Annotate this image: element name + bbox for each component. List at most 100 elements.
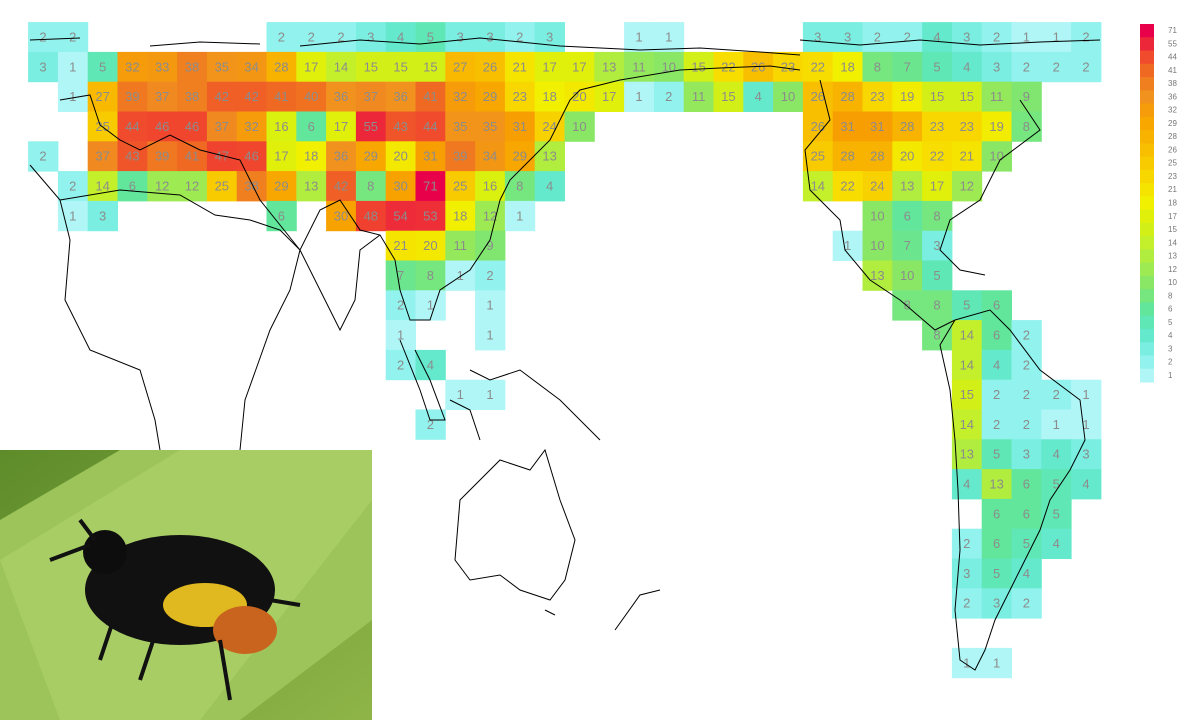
cell-label: 22 (930, 149, 944, 164)
grid-cell (1041, 498, 1072, 530)
grid-cell (415, 81, 446, 112)
grid-cell (445, 260, 476, 291)
grid-cell (951, 81, 983, 112)
cell-label: 54 (393, 208, 407, 223)
cell-label: 3 (39, 59, 46, 74)
cell-label: 38 (244, 179, 258, 194)
legend-swatch (1140, 249, 1154, 264)
cell-label: 42 (215, 89, 229, 104)
grid-cell (415, 409, 446, 440)
cell-label: 2 (1023, 387, 1030, 402)
cell-label: 1 (69, 89, 76, 104)
grid-cell (981, 111, 1012, 142)
grid-cell (385, 200, 416, 232)
grid-cell (87, 200, 118, 232)
grid-cell (1011, 528, 1042, 559)
grid-cell (296, 22, 327, 53)
grid-cell (326, 22, 357, 53)
grid-cell (385, 141, 416, 172)
cell-label: 10 (870, 208, 884, 223)
cell-label: 15 (393, 59, 407, 74)
cell-label: 14 (811, 179, 825, 194)
grid-cell (564, 81, 595, 112)
cell-label: 20 (900, 149, 914, 164)
grid-cell (326, 51, 357, 83)
india-coast (299, 234, 381, 332)
grid-cell (922, 111, 953, 142)
cell-label: 24 (542, 119, 556, 134)
cell-label: 37 (215, 119, 229, 134)
cell-label: 24 (870, 179, 884, 194)
cell-label: 40 (304, 89, 318, 104)
cell-label: 18 (304, 149, 318, 164)
cell-label: 8 (367, 179, 374, 194)
grid-cell (87, 51, 118, 83)
grid-cell (892, 111, 923, 142)
grid-cell (57, 200, 89, 232)
grid-cell (415, 200, 446, 232)
cell-label: 36 (393, 89, 407, 104)
grid-cell (713, 81, 744, 112)
cell-label: 2 (427, 417, 434, 432)
grid-cell (504, 171, 536, 202)
grid-cell (326, 200, 357, 232)
cell-label: 4 (993, 357, 1000, 372)
cell-label: 14 (95, 179, 109, 194)
cell-label: 17 (930, 179, 944, 194)
cell-label: 1 (1082, 417, 1089, 432)
cell-label: 43 (125, 149, 139, 164)
cell-label: 14 (960, 417, 974, 432)
se-asia-coast (399, 339, 601, 441)
cell-label: 14 (334, 59, 348, 74)
legend-swatch (1140, 143, 1154, 158)
grid-cell (951, 111, 983, 142)
cell-label: 21 (393, 238, 407, 253)
bee-legs (49, 518, 301, 701)
cell-label: 46 (155, 119, 169, 134)
cell-label: 23 (960, 119, 974, 134)
grid-cell (1011, 439, 1042, 470)
cell-label: 14 (960, 357, 974, 372)
cell-label: 4 (427, 357, 434, 372)
grid-cell (266, 200, 297, 232)
grid-cell (385, 320, 416, 351)
cell-label: 5 (993, 566, 1000, 581)
cell-label: 10 (900, 268, 914, 283)
grid-cell (236, 141, 267, 172)
cell-label: 1 (963, 655, 970, 670)
grid-cell (862, 22, 893, 53)
grid-cell (504, 22, 536, 53)
grid-cell (862, 260, 893, 291)
legend-label: 3 (1168, 344, 1173, 353)
grid-cell (147, 51, 178, 83)
grid-cell (594, 51, 625, 83)
grid-cell (475, 230, 506, 261)
grid-cell (832, 22, 863, 53)
cell-label: 23 (781, 59, 795, 74)
grid-cell (534, 51, 565, 83)
legend-swatch (1140, 262, 1154, 277)
legend-swatch (1140, 275, 1154, 290)
bee-head (83, 530, 127, 574)
cell-label: 36 (334, 89, 348, 104)
grid-cell (1011, 498, 1042, 530)
cell-label: 7 (397, 268, 404, 283)
cell-label: 4 (755, 89, 762, 104)
grid-cell (236, 111, 267, 142)
photo (0, 450, 372, 720)
legend-swatch (1140, 328, 1154, 343)
cell-label: 12 (185, 179, 199, 194)
cell-label: 15 (364, 59, 378, 74)
grid-cell (28, 141, 59, 172)
grid-cell (355, 171, 387, 202)
grid-cell (743, 81, 774, 112)
grid-cell (832, 230, 863, 261)
cell-label: 31 (423, 149, 437, 164)
south-america-coast (939, 309, 1086, 671)
grid-cell (653, 51, 685, 83)
africa-coast (29, 164, 301, 451)
grid-cell (87, 141, 118, 172)
grid-cell (1011, 51, 1042, 83)
grid-cell (475, 81, 506, 112)
grid-cell (504, 141, 536, 172)
